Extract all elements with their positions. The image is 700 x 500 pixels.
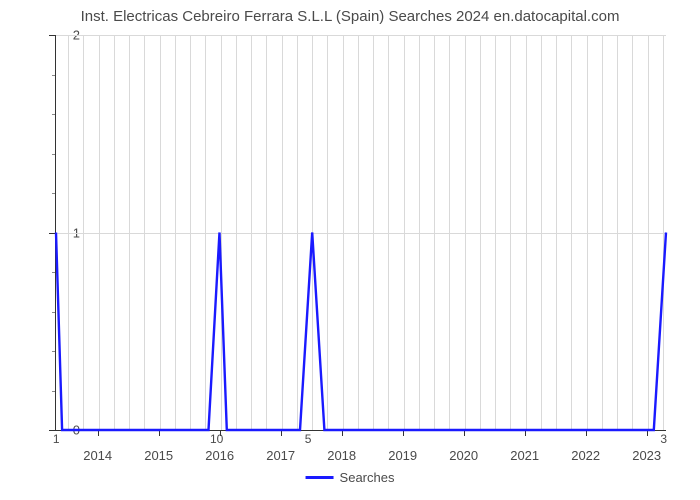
chart-container: Inst. Electricas Cebreiro Ferrara S.L.L … — [0, 0, 700, 500]
x-tick-label: 2022 — [571, 448, 600, 463]
secondary-label: 1 — [53, 432, 60, 446]
legend-label: Searches — [340, 470, 395, 485]
line-series — [56, 35, 666, 430]
x-tick-label: 2018 — [327, 448, 356, 463]
series-line — [56, 233, 666, 431]
x-tick-label: 2017 — [266, 448, 295, 463]
x-tick-label: 2015 — [144, 448, 173, 463]
x-tick-label: 2020 — [449, 448, 478, 463]
x-tick-label: 2014 — [83, 448, 112, 463]
x-tick-label: 2023 — [632, 448, 661, 463]
x-tick-label: 2019 — [388, 448, 417, 463]
secondary-label: 5 — [305, 432, 312, 446]
secondary-label: 10 — [210, 432, 223, 446]
chart-title: Inst. Electricas Cebreiro Ferrara S.L.L … — [0, 0, 700, 25]
legend: Searches — [306, 470, 395, 485]
plot-area — [55, 35, 666, 431]
x-tick-label: 2021 — [510, 448, 539, 463]
legend-swatch — [306, 476, 334, 479]
x-tick-label: 2016 — [205, 448, 234, 463]
secondary-label: 3 — [660, 432, 667, 446]
